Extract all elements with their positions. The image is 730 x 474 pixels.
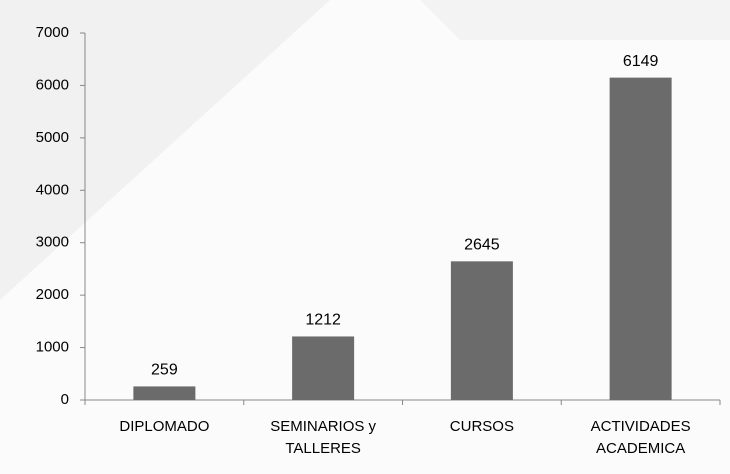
x-tick-label: DIPLOMADO bbox=[119, 418, 210, 435]
y-tick-label: 7000 bbox=[36, 24, 69, 41]
background-shape bbox=[0, 0, 330, 300]
y-tick-label: 5000 bbox=[36, 129, 69, 146]
x-tick-label: CURSOS bbox=[449, 418, 514, 435]
data-label: 6149 bbox=[623, 53, 659, 70]
y-tick-label: 4000 bbox=[36, 181, 69, 198]
x-tick-label: SEMINARIOS y TALLERES bbox=[270, 418, 377, 457]
bar bbox=[450, 261, 513, 400]
bar bbox=[292, 336, 355, 400]
y-tick-label: 2000 bbox=[36, 286, 69, 303]
y-tick-label: 1000 bbox=[36, 339, 69, 356]
x-tick-label: ACTIVIDADES ACADEMICA bbox=[590, 418, 691, 457]
y-tick-label: 6000 bbox=[36, 76, 69, 93]
bar bbox=[133, 386, 196, 400]
data-label: 259 bbox=[151, 362, 178, 379]
background-shape bbox=[420, 0, 730, 40]
data-label: 1212 bbox=[305, 312, 341, 329]
bar bbox=[609, 77, 672, 401]
y-tick-label: 3000 bbox=[36, 234, 69, 251]
data-label: 2645 bbox=[464, 237, 500, 254]
y-tick-label: 0 bbox=[61, 391, 69, 408]
